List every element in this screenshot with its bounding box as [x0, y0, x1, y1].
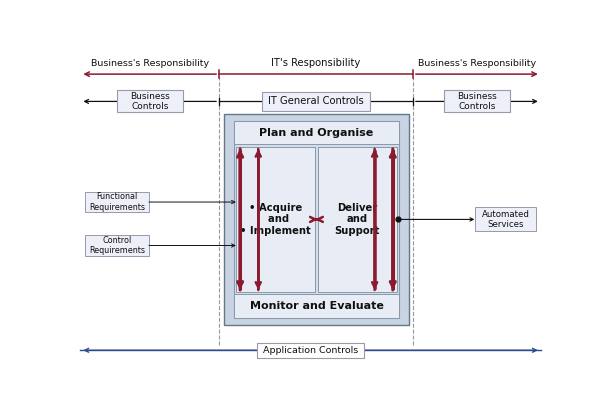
FancyBboxPatch shape — [234, 121, 399, 317]
Text: Deliver
and
Support: Deliver and Support — [335, 203, 380, 236]
Text: IT's Responsibility: IT's Responsibility — [271, 58, 361, 68]
FancyBboxPatch shape — [236, 147, 315, 292]
Text: Business
Controls: Business Controls — [130, 92, 170, 111]
FancyBboxPatch shape — [257, 343, 364, 358]
FancyBboxPatch shape — [224, 114, 409, 324]
Text: Functional
Requirements: Functional Requirements — [89, 192, 145, 212]
Text: Control
Requirements: Control Requirements — [89, 236, 145, 255]
Text: Application Controls: Application Controls — [263, 346, 358, 355]
FancyBboxPatch shape — [85, 191, 148, 213]
FancyBboxPatch shape — [117, 90, 182, 112]
FancyBboxPatch shape — [85, 235, 148, 256]
Text: Plan and Organise: Plan and Organise — [259, 128, 373, 138]
Text: Business
Controls: Business Controls — [457, 92, 497, 111]
Text: Automated
Services: Automated Services — [482, 210, 530, 229]
Text: Business's Responsibility: Business's Responsibility — [418, 59, 536, 68]
FancyBboxPatch shape — [262, 92, 370, 111]
Text: Monitor and Evaluate: Monitor and Evaluate — [250, 301, 384, 311]
FancyBboxPatch shape — [444, 90, 510, 112]
FancyBboxPatch shape — [234, 294, 399, 317]
FancyBboxPatch shape — [475, 207, 536, 231]
Text: Business's Responsibility: Business's Responsibility — [91, 59, 209, 68]
Text: IT General Controls: IT General Controls — [268, 96, 364, 106]
FancyBboxPatch shape — [318, 147, 396, 292]
Text: • Acquire
  and
• Implement: • Acquire and • Implement — [240, 203, 311, 236]
FancyBboxPatch shape — [234, 121, 399, 144]
